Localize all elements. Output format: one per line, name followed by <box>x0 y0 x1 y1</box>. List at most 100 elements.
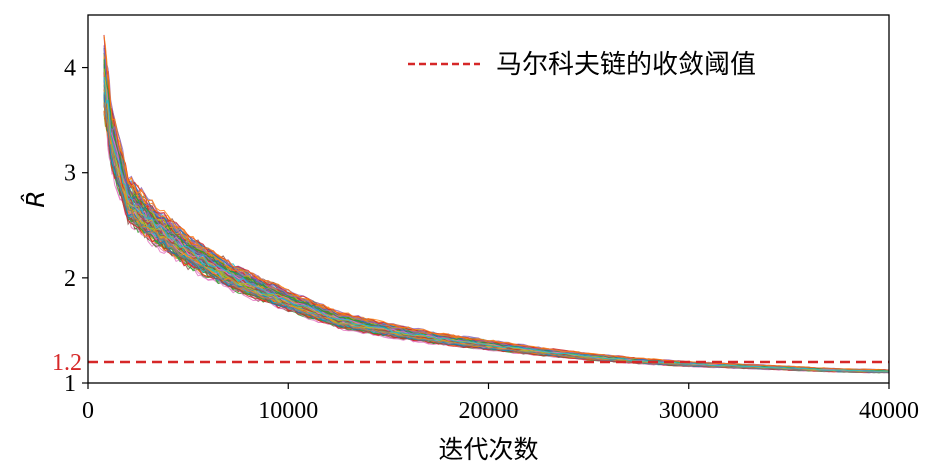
chain-series-line <box>103 96 890 373</box>
chain-series-line <box>103 60 889 372</box>
chain-series-line <box>103 100 890 373</box>
y-tick-label: 1 <box>64 371 76 397</box>
chain-series-line <box>103 71 890 372</box>
chain-series-line <box>103 64 890 372</box>
x-tick-label: 40000 <box>859 398 919 424</box>
chain-series-line <box>103 57 890 372</box>
chain-series-line <box>103 88 890 373</box>
x-axis-label: 迭代次数 <box>438 435 538 464</box>
y-tick-label: 4 <box>64 56 76 82</box>
chain-series-line <box>103 57 889 372</box>
chain-series-line <box>103 54 890 372</box>
chain-series-line <box>103 68 890 372</box>
y-axis-label: R̂ <box>21 190 50 207</box>
chain-series-line <box>103 63 889 372</box>
plot-frame <box>87 14 890 384</box>
chain-series-line <box>103 106 890 374</box>
chain-series-line <box>103 70 890 372</box>
chain-series-line <box>103 59 890 372</box>
y-tick-label: 2 <box>64 266 76 292</box>
chain-series-line <box>103 83 890 373</box>
chain-series-line <box>103 90 890 373</box>
legend: 马尔科夫链的收敛阈值 <box>408 50 756 80</box>
chain-series-line <box>103 67 890 373</box>
chain-series-line <box>103 67 890 372</box>
chain-series-line <box>103 92 890 373</box>
chain-series-line <box>103 59 890 372</box>
chain-series-line <box>103 54 890 372</box>
x-tick-label: 20000 <box>459 398 519 424</box>
chain-series-line <box>103 96 890 374</box>
chain-series-line <box>103 97 890 373</box>
chain-series-line <box>103 57 890 372</box>
chain-series-line <box>103 82 890 373</box>
chain-series-line <box>103 34 890 371</box>
chain-series-line <box>103 72 890 373</box>
chain-series-line <box>103 84 889 373</box>
chain-series-line <box>103 78 890 372</box>
chain-series-line <box>103 48 890 371</box>
chain-series-line <box>103 63 890 372</box>
chain-series-line <box>103 96 890 373</box>
chain-series-line <box>103 81 890 373</box>
chain-series-line <box>103 101 890 373</box>
x-tick-label: 0 <box>82 398 94 424</box>
chain-series-line <box>103 72 889 372</box>
chain-series-line <box>103 48 890 371</box>
chain-series-line <box>103 72 890 373</box>
chain-series-line <box>103 85 890 373</box>
y-tick-label: 3 <box>64 161 76 187</box>
chain-series-line <box>103 60 890 372</box>
chain-series-line <box>103 54 890 371</box>
chain-series-line <box>103 80 890 372</box>
chain-series-line <box>103 68 890 372</box>
chain-series-line <box>103 35 890 371</box>
series-lines <box>103 34 890 374</box>
chain-series-line <box>103 93 890 373</box>
chain-series-line <box>103 61 890 372</box>
chain-series-line <box>103 98 889 373</box>
chain-series-line <box>103 92 890 373</box>
chain-series-line <box>103 102 890 373</box>
chain-series-line <box>103 61 890 372</box>
chain-series-line <box>103 92 890 373</box>
chain-series-line <box>103 111 890 373</box>
threshold-value-label: 1.2 <box>52 350 82 376</box>
chain-series-line <box>103 110 890 374</box>
chain-series-line <box>103 74 889 372</box>
x-axis: 0 10000 20000 30000 40000 <box>82 383 919 424</box>
chain-series-line <box>103 53 890 371</box>
chain-series-line <box>103 60 890 372</box>
chain-series-line <box>103 58 890 372</box>
chain-series-line <box>103 93 890 373</box>
chain-series-line <box>103 97 890 374</box>
y-axis: 1 2 3 4 <box>64 56 88 397</box>
chain-series-line <box>103 76 890 372</box>
chain-series-line <box>103 77 890 373</box>
chain-series-line <box>103 117 890 374</box>
chain-series-line <box>103 79 889 373</box>
chain-series-line <box>103 65 890 372</box>
legend-label: 马尔科夫链的收敛阈值 <box>496 50 756 80</box>
chain-series-line <box>103 69 890 372</box>
chain-series-line <box>103 83 890 373</box>
chain-series-line <box>103 35 890 371</box>
chain-series-line <box>103 87 890 373</box>
chain-series-line <box>103 66 890 372</box>
chain-series-line <box>103 93 890 373</box>
chain-series-line <box>103 76 890 373</box>
chain-series-line <box>103 96 890 373</box>
chain-series-line <box>103 57 890 372</box>
chain-series-line <box>103 94 890 373</box>
chain-series-line <box>103 77 890 373</box>
chain-series-line <box>103 72 890 373</box>
chain-series-line <box>103 112 890 374</box>
chain-series-line <box>103 97 889 373</box>
chain-series-line <box>103 76 890 372</box>
chain-series-line <box>103 81 890 373</box>
chain-series-line <box>103 62 890 372</box>
chain-series-line <box>103 104 890 374</box>
chain-series-line <box>103 103 890 373</box>
chain-series-line <box>103 55 890 372</box>
chain-series-line <box>103 101 890 373</box>
